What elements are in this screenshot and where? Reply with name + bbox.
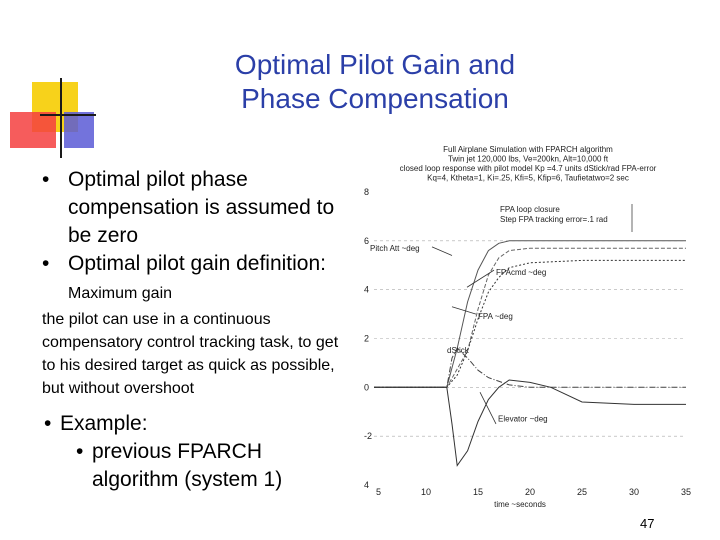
decor-blue-square — [64, 112, 94, 148]
y-tick-label: 2 — [364, 334, 369, 344]
bullet-dot: • — [44, 412, 52, 435]
x-tick-label: 5 — [376, 487, 381, 497]
x-tick-label: 25 — [577, 487, 587, 497]
x-tick-label: 20 — [525, 487, 535, 497]
sub-bullet-text: previous FPARCH algorithm (system 1) — [92, 440, 283, 491]
annotation-elevator: Elevator ~deg — [498, 415, 548, 424]
annotation-pitch-arrow — [431, 246, 453, 256]
x-tick-label: 30 — [629, 487, 639, 497]
y-tick-label: 4 — [364, 285, 369, 295]
decor-red-square — [10, 112, 56, 148]
annotation-fpa: FPA ~deg — [478, 312, 513, 321]
y-tick-label: 0 — [364, 382, 369, 392]
simulation-chart: Full Airplane Simulation with FPARCH alg… — [352, 140, 704, 518]
chart-title-line: Twin jet 120,000 lbs, Ve=200kn, Alt=10,0… — [448, 155, 609, 164]
chart-title-line: closed loop response with pilot model Kp… — [400, 164, 657, 173]
bullet-dot: • — [42, 168, 50, 191]
sub-bullet-item: • previous FPARCH algorithm (system 1) — [26, 438, 346, 494]
x-tick-label: 10 — [421, 487, 431, 497]
annotation-fpa-arrow — [451, 306, 477, 315]
y-tick-label: 6 — [364, 236, 369, 246]
bullet-dot: • — [42, 252, 50, 275]
bullet-text-3: Example: — [60, 412, 148, 435]
x-axis-label: time ~seconds — [494, 500, 546, 509]
x-tick-label: 15 — [473, 487, 483, 497]
annotation-pitch: Pitch Att ~deg — [370, 244, 420, 253]
chart-series-line — [374, 247, 686, 388]
bullet-text-2: Optimal pilot gain definition: — [68, 252, 326, 275]
annotation-dstick: dStick — [447, 346, 470, 355]
page-number: 47 — [640, 516, 655, 531]
chart-title-line: Kq=4, Ktheta=1, Ki=.25, Kfi=5, Kfip=6, T… — [427, 174, 629, 183]
chart-note-step: Step FPA tracking error=.1 rad — [500, 215, 608, 224]
bullet-item-1: • Optimal pilot phase compensation is as… — [26, 166, 346, 250]
slide-title: Optimal Pilot Gain and Phase Compensatio… — [170, 48, 580, 116]
bullet-text-1: Optimal pilot phase compensation is assu… — [68, 168, 335, 247]
decor-vertical-line — [60, 78, 62, 158]
simulation-chart-svg: Full Airplane Simulation with FPARCH alg… — [364, 145, 691, 509]
bullet-dot: • — [76, 440, 84, 463]
chart-series-line — [374, 379, 686, 467]
y-tick-label: 8 — [364, 187, 369, 197]
annotation-fpacmd-arrow — [466, 269, 495, 288]
annotation-elevator-arrow — [479, 392, 497, 425]
slide-title-line2: Phase Compensation — [241, 83, 509, 114]
chart-series-line — [374, 259, 686, 388]
bullet-item-3: • Example: — [26, 410, 346, 438]
chart-series-line — [374, 347, 686, 388]
y-tick-label: -2 — [364, 431, 372, 441]
decor-horizontal-line — [40, 114, 96, 116]
annotation-fpacmd: FPAcmd ~deg — [496, 268, 546, 277]
bullet-text-2-small: Maximum gain — [68, 285, 173, 302]
chart-series-line — [374, 240, 686, 388]
chart-note-loop: FPA loop closure — [500, 205, 560, 214]
slide-title-line1: Optimal Pilot Gain and — [234, 49, 516, 80]
bullet-continuation: the pilot can use in a continuous compen… — [42, 311, 339, 397]
y-tick-label: 4 — [364, 480, 369, 490]
x-tick-label: 35 — [681, 487, 691, 497]
chart-title-line: Full Airplane Simulation with FPARCH alg… — [443, 145, 613, 154]
bullet-item-2: • Optimal pilot gain definition: Maximum… — [26, 250, 346, 308]
bullet-list: • Optimal pilot phase compensation is as… — [26, 166, 346, 494]
